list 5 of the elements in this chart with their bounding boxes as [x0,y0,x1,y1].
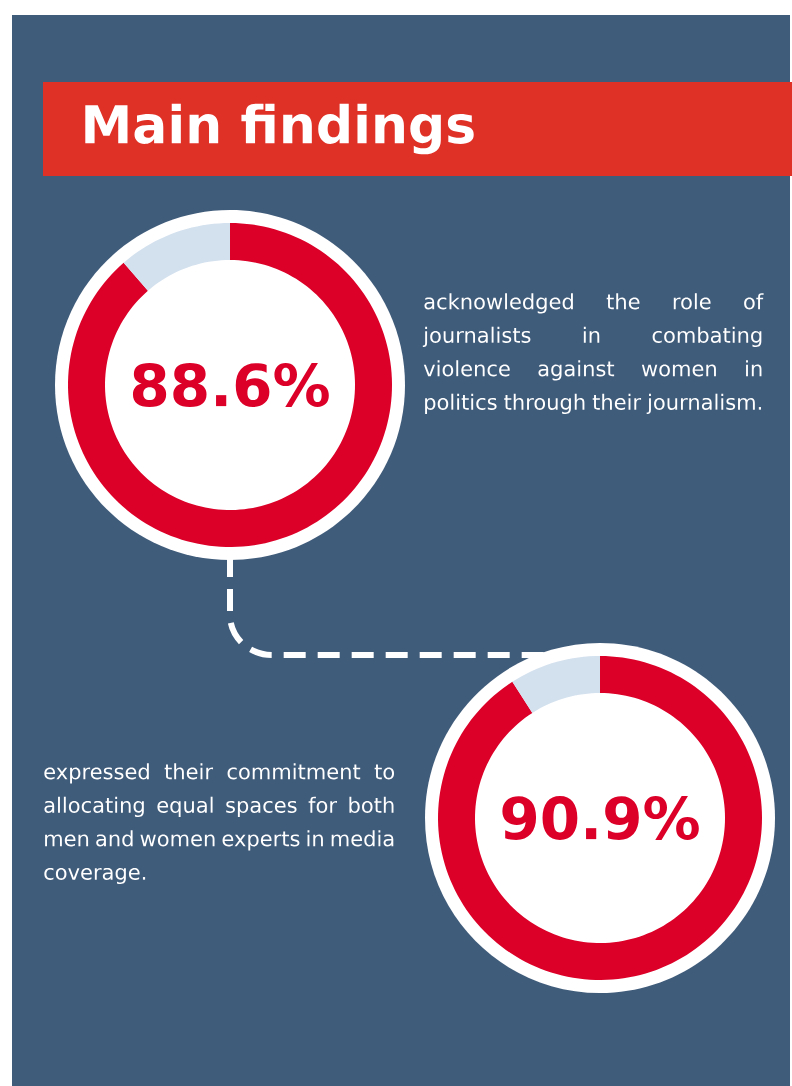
text: expressed their commitment to allocating equal spaces for both men and women experts in media coverage. [44,763,395,885]
data-label: 88.6% [132,363,329,407]
text: acknowledged the role of journalists in combating violence against women in politics through their journalism. [422,293,764,415]
data-label: 90.9% [502,796,699,840]
chart-title: Main findings [85,103,474,155]
